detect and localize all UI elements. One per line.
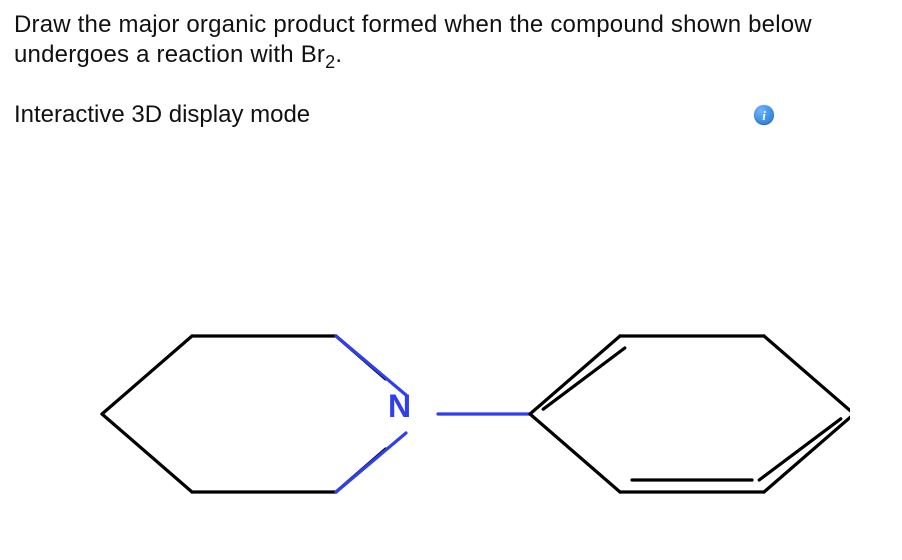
display-mode-row: Interactive 3D display mode i	[14, 101, 774, 129]
info-icon[interactable]: i	[754, 105, 774, 125]
molecule-svg	[30, 228, 850, 548]
question-text: Draw the major organic product formed wh…	[14, 10, 888, 73]
question-line2-suffix: .	[335, 41, 342, 68]
question-sub: 2	[325, 52, 335, 72]
nitrogen-atom-label: N	[388, 388, 411, 425]
info-glyph: i	[762, 109, 766, 122]
question-line1: Draw the major organic product formed wh…	[14, 11, 812, 38]
molecule-display[interactable]: N	[30, 228, 850, 548]
display-mode-label: Interactive 3D display mode	[14, 101, 754, 129]
question-line2-prefix: undergoes a reaction with Br	[14, 41, 325, 68]
